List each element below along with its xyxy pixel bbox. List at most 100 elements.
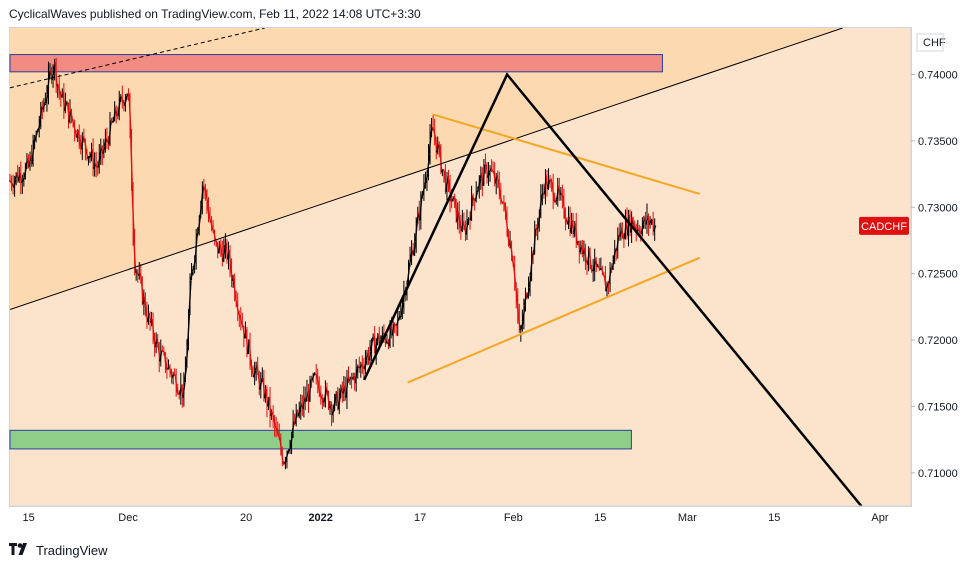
- candle-body: [506, 233, 511, 246]
- candle-body: [96, 166, 99, 169]
- candle-body: [326, 391, 331, 409]
- symbol-badge[interactable]: [859, 216, 909, 235]
- candle-body: [513, 265, 517, 286]
- candle-body: [471, 195, 475, 200]
- time-tick-label: Apr: [871, 512, 888, 524]
- dashed-trendline[interactable]: [10, 28, 265, 89]
- candle-body: [511, 259, 515, 267]
- candle-body: [123, 99, 127, 106]
- candle-body: [285, 451, 289, 461]
- time-tick-label: Dec: [118, 512, 138, 524]
- candle-body: [526, 287, 531, 298]
- resistance-zone[interactable]: [9, 54, 663, 73]
- candle-body: [442, 169, 446, 173]
- candle-body: [283, 460, 287, 464]
- candle-body: [183, 367, 188, 383]
- candle-body: [108, 120, 112, 145]
- candle-body: [46, 73, 51, 95]
- candle-body: [446, 176, 451, 183]
- candle-body: [423, 180, 427, 185]
- candle-body: [523, 293, 528, 306]
- candle-body: [9, 180, 14, 186]
- candle-body: [639, 231, 643, 235]
- candle-body: [229, 267, 234, 281]
- candle-body: [414, 223, 418, 242]
- candle-body: [605, 283, 609, 292]
- candle-body: [110, 119, 114, 124]
- triangle-upper-line[interactable]: [432, 113, 701, 195]
- candle-body: [39, 106, 43, 125]
- candle-body: [282, 462, 286, 465]
- candle-body: [648, 220, 652, 225]
- candle-body: [196, 231, 200, 236]
- time-tick-label: 20: [240, 512, 252, 524]
- candle-body: [259, 379, 263, 390]
- candle-body: [311, 374, 315, 381]
- candle-body: [400, 302, 404, 316]
- candle-body: [374, 341, 378, 354]
- candle-body: [240, 322, 244, 327]
- candle-body: [348, 377, 352, 382]
- candle-body: [188, 280, 192, 314]
- candle-body: [462, 221, 466, 229]
- rising-trendline[interactable]: [10, 28, 843, 310]
- candle-body: [519, 327, 523, 331]
- candle-body: [510, 242, 514, 261]
- candle-body: [551, 183, 555, 201]
- candle-body: [617, 234, 621, 238]
- candle-body: [422, 184, 426, 194]
- candle-body: [34, 132, 38, 140]
- candle-body: [640, 224, 644, 234]
- candle-body: [273, 418, 277, 428]
- candle-body: [345, 377, 349, 398]
- candle-body: [450, 199, 453, 203]
- tradingview-logo-icon[interactable]: [9, 543, 31, 558]
- candle-body: [191, 267, 195, 272]
- candle-body: [19, 172, 23, 184]
- candle-body: [199, 204, 203, 218]
- candle-body: [614, 248, 618, 252]
- currency-box[interactable]: [916, 33, 944, 52]
- candle-body: [133, 235, 137, 273]
- peak-lines[interactable]: [363, 72, 863, 506]
- candle-body: [396, 317, 400, 326]
- candle-body: [490, 167, 494, 172]
- candle-body: [209, 220, 214, 230]
- candle-body: [520, 321, 524, 328]
- candle-body: [553, 199, 557, 203]
- candle-body: [277, 435, 281, 440]
- candle-body: [203, 187, 207, 193]
- candle-body: [11, 184, 15, 189]
- candle-body: [103, 138, 107, 147]
- candle-body: [37, 124, 41, 131]
- candle-body: [205, 191, 209, 206]
- time-tick-label: 2022: [308, 512, 332, 524]
- candle-body: [271, 411, 275, 420]
- candle-body: [436, 144, 440, 153]
- candle-body: [73, 123, 77, 133]
- candle-body: [239, 315, 243, 324]
- tradingview-brand[interactable]: TradingView: [36, 543, 108, 558]
- candle-body: [116, 114, 119, 117]
- candle-body: [159, 350, 163, 362]
- triangle-lower-line[interactable]: [407, 256, 701, 384]
- candle-body: [249, 362, 254, 373]
- candle-body: [117, 98, 121, 116]
- candle-body: [308, 379, 312, 402]
- price-tick-label: 0.72500: [918, 269, 958, 281]
- candle-body: [317, 384, 321, 396]
- time-tick-label: 17: [414, 512, 426, 524]
- price-tick-label: 0.73000: [918, 202, 958, 214]
- candle-body: [200, 185, 204, 205]
- candle-body: [557, 185, 561, 195]
- time-tick-label: 15: [768, 512, 780, 524]
- candle-body: [291, 421, 295, 434]
- candle-body: [202, 184, 206, 189]
- support-zone[interactable]: [9, 429, 632, 450]
- candle-body: [505, 216, 509, 234]
- candle-body: [31, 140, 35, 165]
- candle-body: [129, 133, 134, 192]
- candle-body: [563, 215, 568, 222]
- candle-body: [653, 225, 657, 232]
